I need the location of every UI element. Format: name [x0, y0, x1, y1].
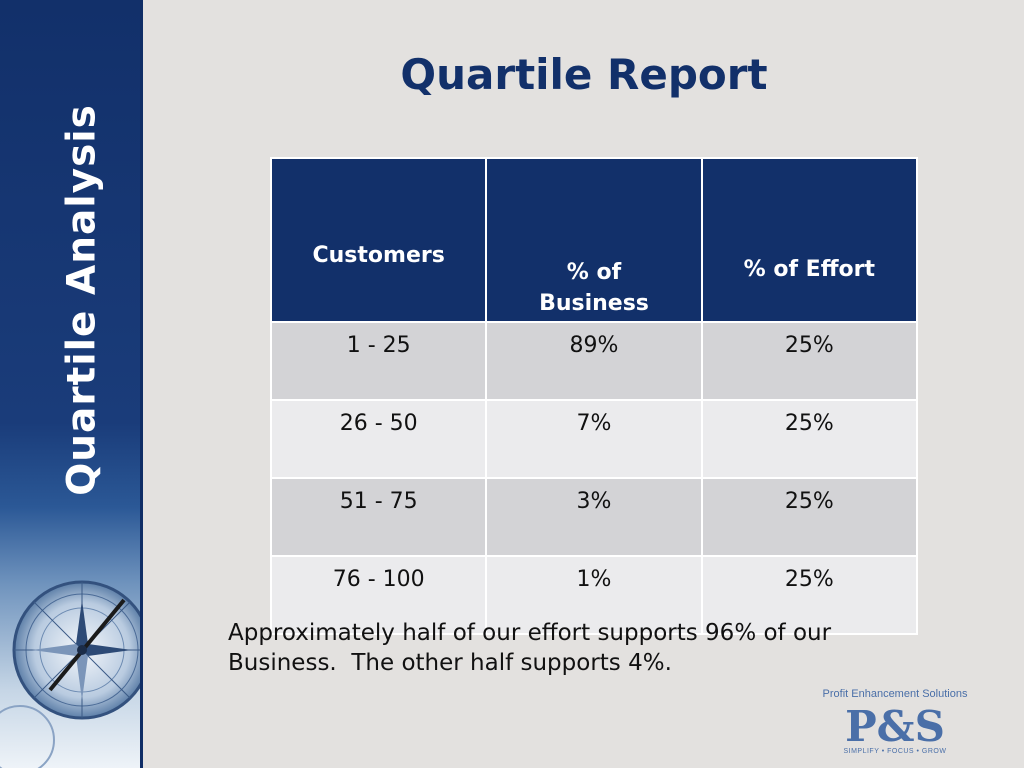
cell-effort: 25% — [700, 321, 919, 401]
sidebar-band: Quartile Analysis — [0, 0, 140, 768]
header-customers: Customers — [269, 157, 488, 323]
compass-image — [0, 580, 140, 768]
cell-effort: 25% — [700, 555, 919, 635]
table-row: 51 - 75 3% 25% — [269, 477, 919, 557]
summary-line-1: Approximately half of our effort support… — [228, 620, 832, 646]
table-row: 1 - 25 89% 25% — [269, 321, 919, 401]
company-logo: Profit Enhancement Solutions P&S SIMPLIF… — [812, 688, 978, 764]
cell-customers: 51 - 75 — [269, 477, 488, 557]
cell-business: 1% — [485, 555, 703, 635]
logo-tagline: SIMPLIFY • FOCUS • GROW — [843, 748, 947, 755]
summary-text: Approximately half of our effort support… — [228, 618, 928, 678]
header-business-line1: % of — [566, 260, 622, 285]
sidebar-divider — [140, 0, 143, 768]
page-title: Quartile Report — [400, 50, 768, 99]
table-row: 76 - 100 1% 25% — [269, 555, 919, 635]
summary-line-2: Business. The other half supports 4%. — [228, 650, 672, 676]
cell-customers: 76 - 100 — [269, 555, 488, 635]
cell-effort: 25% — [700, 399, 919, 479]
cell-customers: 1 - 25 — [269, 321, 488, 401]
logo-mark-icon: P&S — [845, 702, 945, 749]
header-effort-label: % of Effort — [743, 257, 876, 282]
header-business: % of Business — [485, 157, 703, 323]
table-row: 26 - 50 7% 25% — [269, 399, 919, 479]
cell-effort: 25% — [700, 477, 919, 557]
cell-business: 89% — [485, 321, 703, 401]
logo-company-name: Profit Enhancement Solutions — [822, 688, 968, 700]
quartile-table: Customers % of Business % of Effort 1 - … — [269, 157, 919, 635]
table-header-row: Customers % of Business % of Effort — [269, 157, 919, 323]
sidebar-title: Quartile Analysis — [59, 104, 105, 496]
header-customers-label: Customers — [312, 243, 445, 268]
cell-business: 7% — [485, 399, 703, 479]
header-effort: % of Effort — [700, 157, 919, 323]
cell-business: 3% — [485, 477, 703, 557]
cell-customers: 26 - 50 — [269, 399, 488, 479]
logo-mark-text: P&S — [845, 702, 945, 749]
header-business-line2: Business — [539, 291, 649, 316]
header-business-label: % of Business — [487, 257, 700, 319]
